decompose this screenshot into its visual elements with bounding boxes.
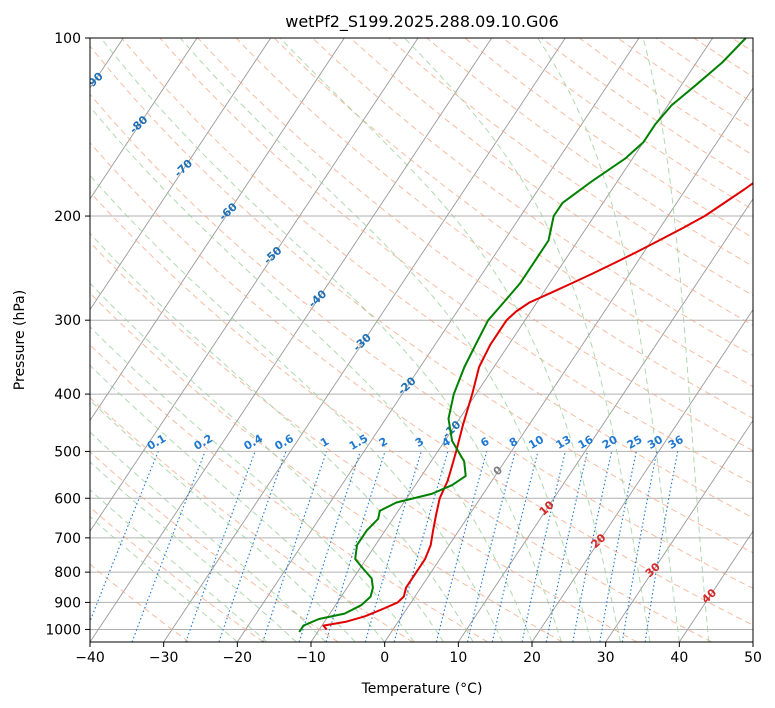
moist-adiabat-line [279,38,621,642]
moist-adiabat-line [90,515,238,642]
moist-adiabat-line [537,38,680,642]
dry-adiabat-line [90,45,753,554]
moist-adiabat-line [90,461,297,642]
moist-adiabat-line [90,326,415,642]
plot-area: 0.10.20.40.611.52346810131620253036-100-… [90,38,753,642]
x-tick-label: −30 [149,650,179,666]
dry-adiabat-line [90,292,563,642]
y-tick-label: 900 [54,595,81,611]
x-tick-label: 20 [523,650,541,666]
isotherm-line [163,38,566,642]
moist-adiabat-line [90,489,268,642]
y-axis-label: Pressure (hPa) [12,290,28,390]
isotherm-line [90,38,198,200]
dry-adiabat-line [159,38,753,485]
dry-adiabat-line [90,397,414,642]
moist-adiabat-line [90,232,474,642]
dry-adiabat-line [350,38,753,326]
isotherm-line [605,419,753,642]
y-tick-label: 300 [54,313,81,329]
x-tick-label: 40 [670,650,688,666]
dry-adiabat-line [90,142,753,626]
dewpoint-profile-line [298,38,747,633]
x-tick-label: 10 [449,650,467,666]
dry-adiabat-line [502,38,753,211]
x-tick-label: −20 [223,650,253,666]
moist-adiabat-line [642,38,710,642]
mixing-ratio-line [185,451,256,642]
mixing-ratio-line [466,451,516,642]
x-axis-label: Temperature (°C) [361,681,483,697]
dry-adiabat-line [235,38,753,419]
x-tick-label: 30 [597,650,615,666]
mixing-ratio-line [644,451,679,642]
x-tick-label: 0 [380,650,389,666]
plot-frame [89,37,754,643]
isotherm-line [384,87,753,642]
dry-adiabat-line [90,451,339,642]
y-tick-label: 1000 [45,622,81,638]
y-tick-label: 700 [54,531,81,547]
dry-adiabat-line [426,38,753,267]
x-tick-label: 50 [744,650,762,666]
temperature-profile-line [322,181,753,631]
mixing-ratio-line [218,451,287,642]
isotherm-line [678,530,753,642]
dry-adiabat-line [388,38,753,297]
y-tick-label: 500 [54,444,81,460]
isotherm-line [531,308,753,642]
y-tick-label: 200 [54,209,81,225]
isotherm-line [236,38,640,642]
dry-adiabat-line [464,38,753,239]
chart-title: wetPf2_S199.2025.288.09.10.G06 [285,12,559,32]
x-tick-label: −10 [296,650,326,666]
x-tick-label: −40 [75,650,105,666]
moist-adiabat-line [179,38,592,642]
y-tick-label: 400 [54,387,81,403]
mixing-ratio-line [393,451,449,642]
mixing-ratio-line [435,451,488,642]
moist-adiabat-line [90,282,445,642]
y-tick-label: 600 [54,491,81,507]
mixing-ratio-line [262,451,328,642]
mixing-ratio-line [325,451,386,642]
dry-adiabat-line [541,38,753,183]
moist-adiabat-line [90,364,386,642]
isotherm-line [90,38,493,642]
isotherm-line [90,38,272,311]
dry-adiabat-line [197,38,753,452]
dry-adiabat-line [90,241,638,642]
mixing-ratio-line [90,451,159,623]
mixing-ratio-line [491,451,539,642]
dry-adiabat-line [90,93,753,590]
dry-adiabat-line [121,38,753,519]
moist-adiabat-line [90,174,503,642]
moist-adiabat-line [100,38,562,642]
moist-adiabat-line [90,106,533,642]
isotherm-line [90,38,345,422]
mixing-ratio-line [364,451,422,642]
moist-adiabat-line [404,38,651,642]
mixing-ratio-line [298,451,361,642]
moist-adiabat-line [90,431,327,642]
isotherm-line [90,38,419,532]
isotherm-line [457,198,753,642]
y-tick-label: 800 [54,565,81,581]
y-tick-label: 100 [54,31,81,47]
axes: −40 −30 −20 −10 0 10 20 30 40 50 100 200 300 400 500 60… [45,31,762,666]
mixing-ratio-line [131,451,206,642]
